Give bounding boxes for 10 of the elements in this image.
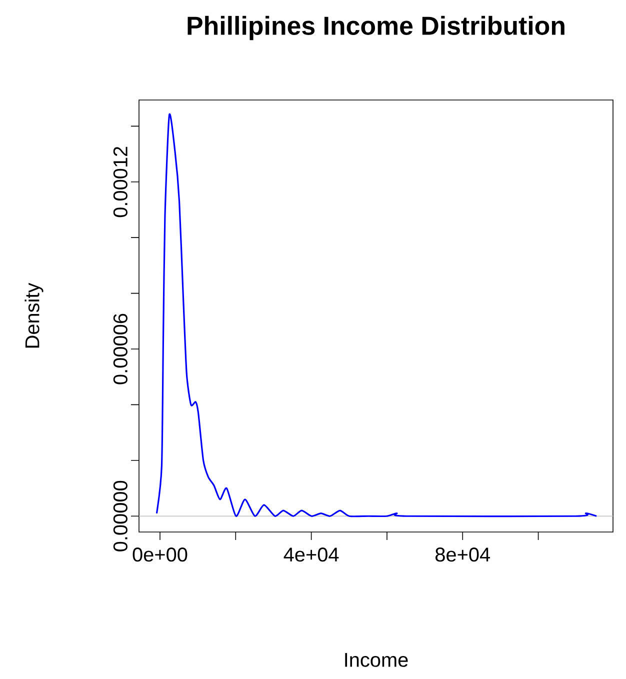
chart-title: Phillipines Income Distribution [188,16,564,40]
y-tick-label: 0.00006 [113,314,128,384]
x-tick-label: 4e+04 [284,548,339,562]
y-axis-title: Density [24,282,44,348]
y-tick-label: 0.00000 [113,480,128,552]
x-axis-title: Income [345,653,408,667]
x-tick-label: 8e+04 [436,548,490,562]
line-series [156,114,598,518]
x-tick-label: 0e+00 [132,548,188,562]
y-tick-label: 0.00012 [113,146,128,218]
